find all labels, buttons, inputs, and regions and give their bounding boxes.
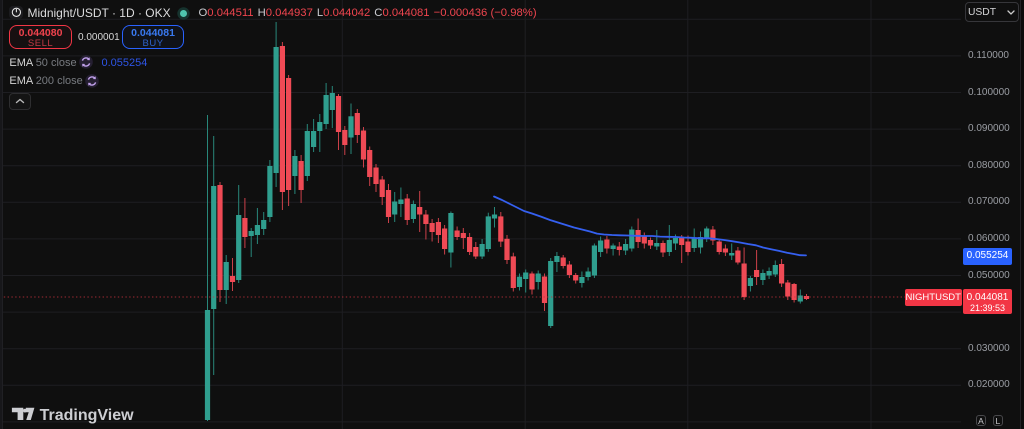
svg-text:TradingView: TradingView [40, 407, 135, 424]
